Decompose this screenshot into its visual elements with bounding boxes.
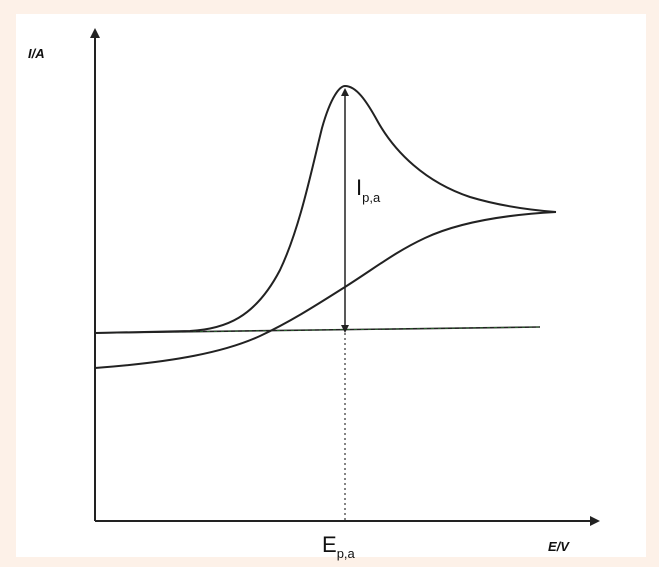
anodic-scan-curve	[94, 84, 557, 334]
peak-potential-symbol: E	[322, 532, 337, 557]
peak-current-symbol: I	[356, 175, 362, 200]
peak-potential-label: Ep,a	[322, 532, 356, 561]
peak-potential-subscript: p,a	[337, 546, 356, 561]
peak-current-label: Ip,a	[356, 175, 381, 205]
y-axis-label: I/A	[28, 46, 45, 61]
x-axis-label: E/V	[548, 539, 570, 554]
reverse-scan-curve	[94, 211, 557, 369]
peak-current-subscript: p,a	[362, 190, 381, 205]
